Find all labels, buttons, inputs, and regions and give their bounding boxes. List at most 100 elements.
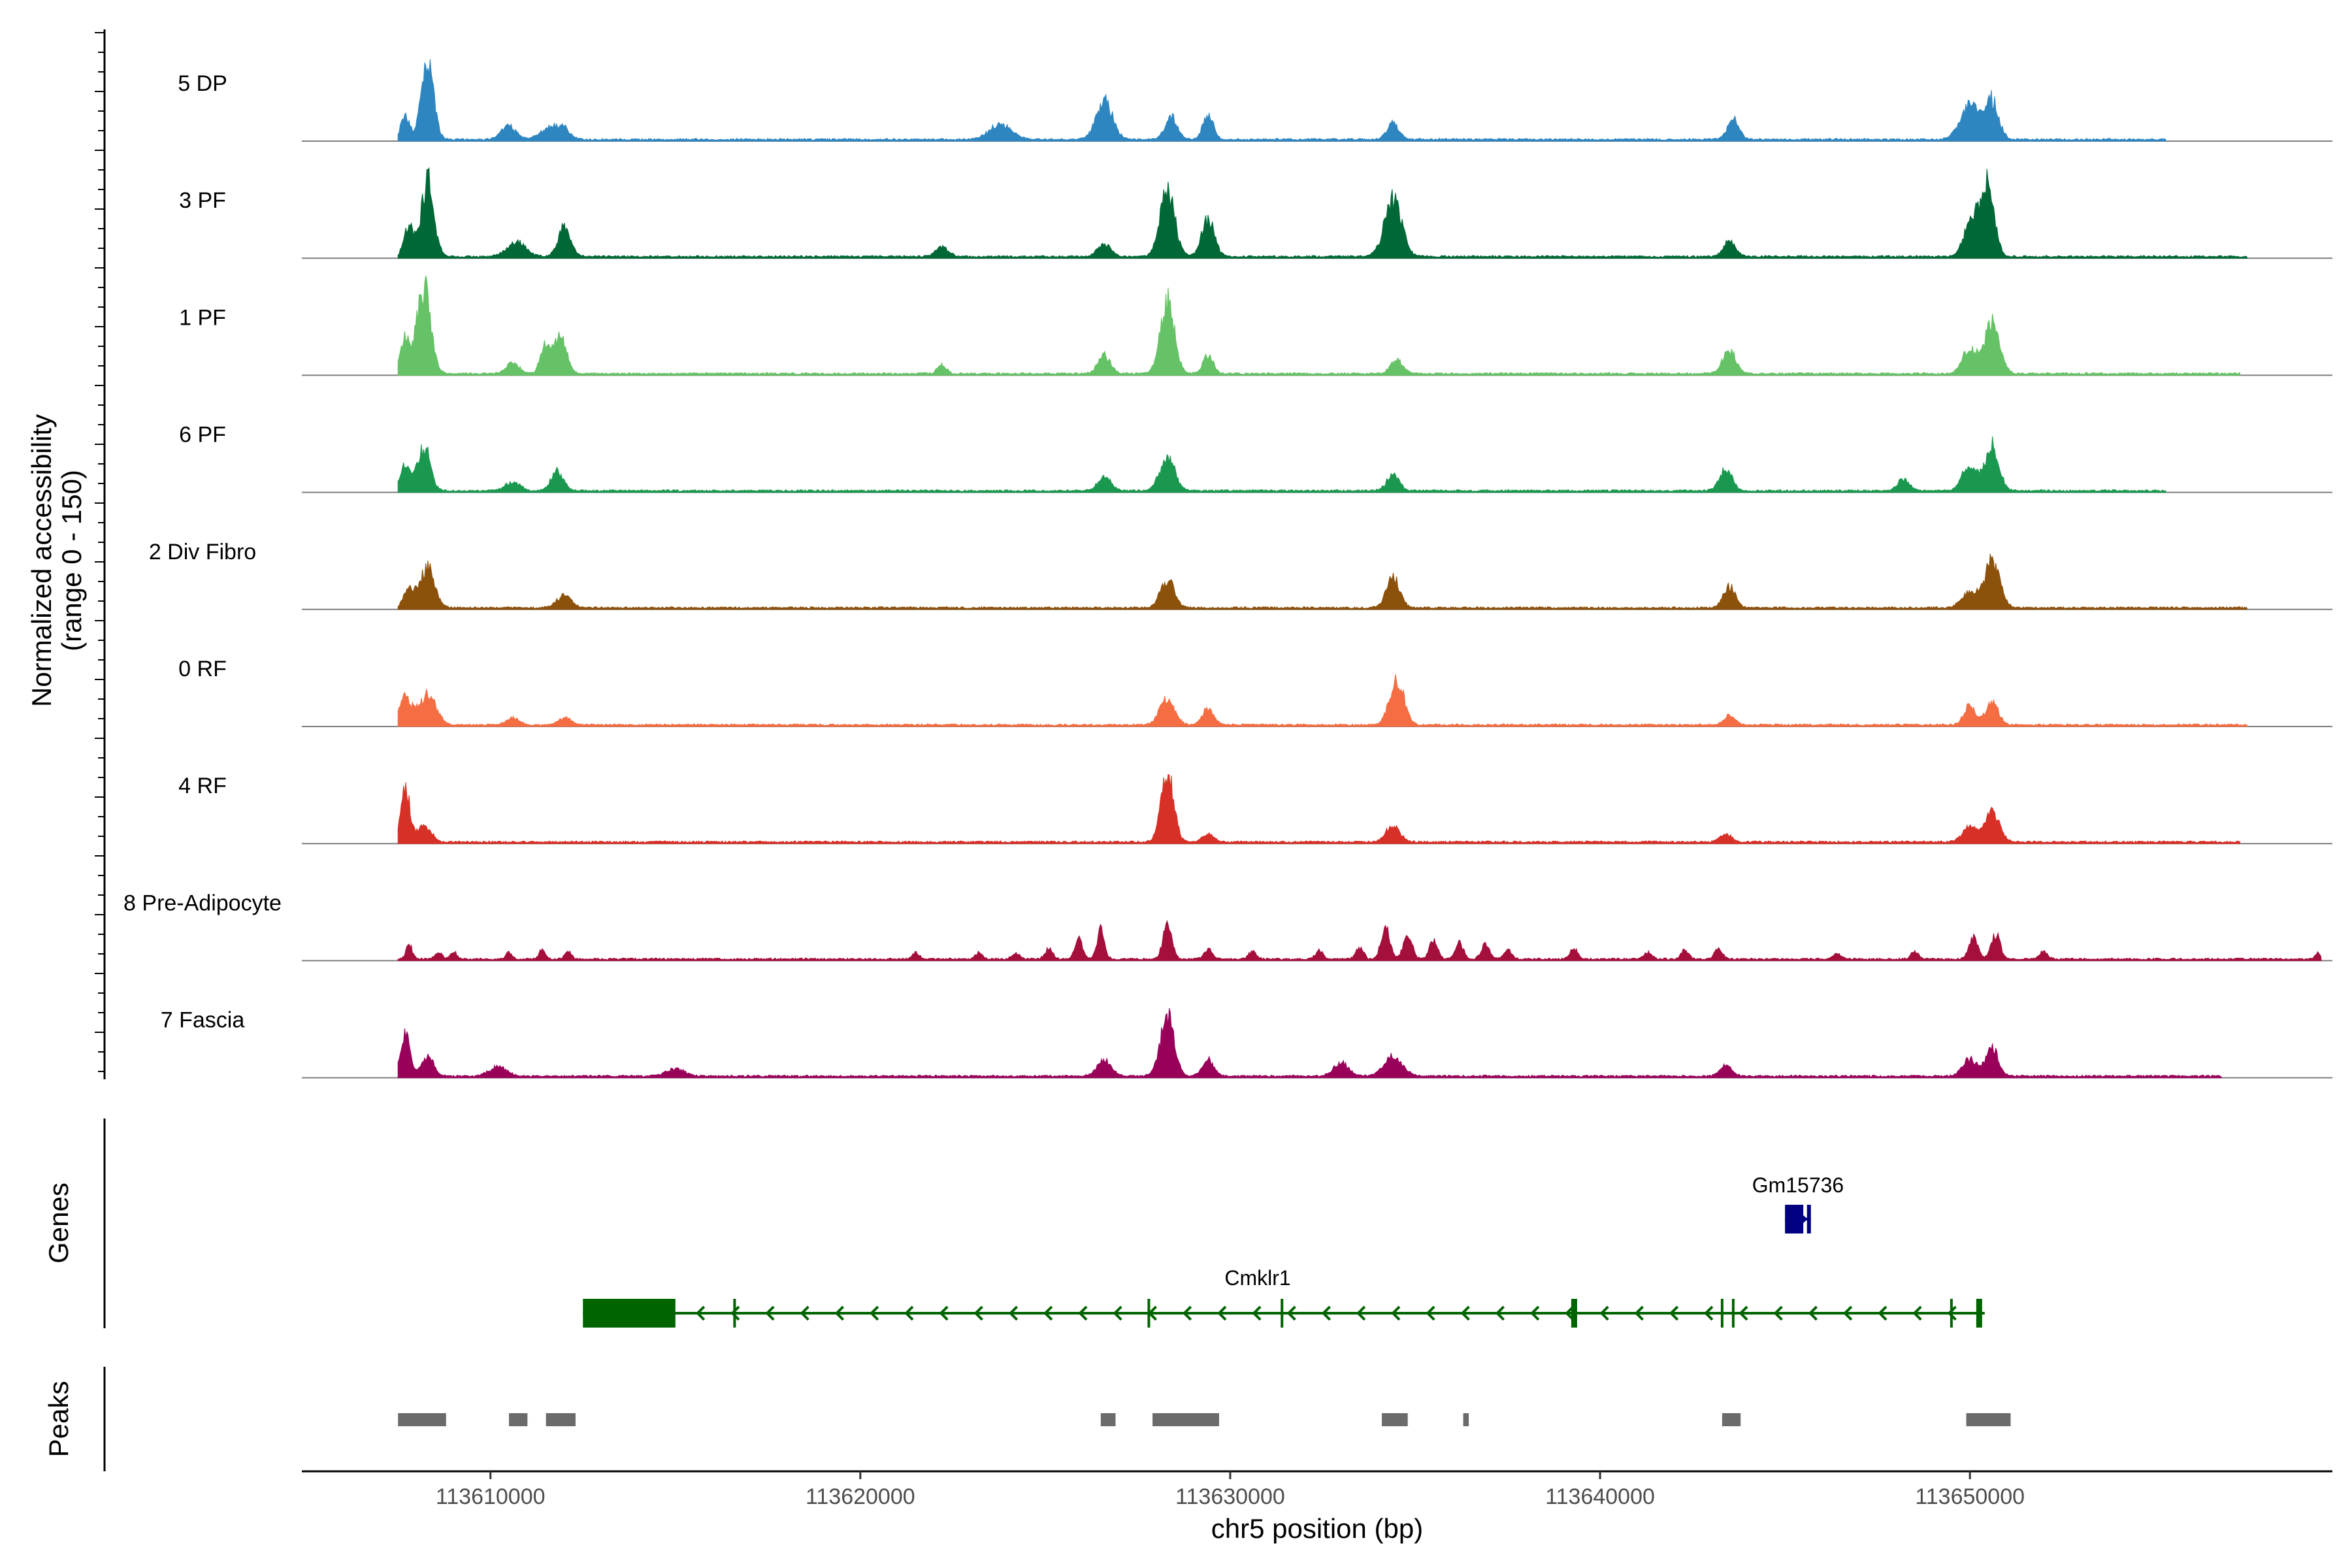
gene-strand-arrow bbox=[1008, 1305, 1019, 1321]
gene-strand-arrow bbox=[1808, 1305, 1818, 1321]
gene-exon-mark bbox=[733, 1299, 736, 1328]
gene-strand-arrow bbox=[1798, 1212, 1808, 1226]
x-axis-title: chr5 position (bp) bbox=[1211, 1513, 1424, 1544]
track-label: 8 Pre-Adipocyte bbox=[123, 890, 282, 915]
gene-strand-arrow bbox=[939, 1305, 949, 1321]
track-coverage-area bbox=[397, 674, 2248, 727]
gene-strand-arrow bbox=[1843, 1305, 1853, 1321]
x-tick-label: 113630000 bbox=[1175, 1484, 1285, 1509]
gene-exon-mark bbox=[1731, 1299, 1735, 1328]
gene-strand-arrow bbox=[1043, 1305, 1053, 1321]
gene-strand-arrow bbox=[1182, 1305, 1192, 1321]
gene-strand-arrow bbox=[1252, 1305, 1262, 1321]
x-tick-label: 113610000 bbox=[436, 1484, 546, 1509]
gene-strand-arrow bbox=[1947, 1305, 1957, 1321]
gene-exon-block bbox=[583, 1299, 676, 1328]
track-label: 6 PF bbox=[179, 423, 226, 448]
gene-strand-arrow bbox=[1669, 1305, 1679, 1321]
coverage-tracks: 5 DP 3 PF 1 PF 6 PF 2 Div Fibro 0 RF 4 RF 8 Pre… bbox=[123, 59, 2332, 1079]
gene-strand-arrow bbox=[1356, 1305, 1366, 1321]
gene-strand-arrow bbox=[1078, 1305, 1088, 1321]
track-label: 2 Div Fibro bbox=[149, 540, 256, 564]
track-label: 1 PF bbox=[179, 305, 226, 330]
peaks-panel-label: Peaks bbox=[43, 1381, 74, 1458]
gene-annotation-track: Cmklr1 Gm15736 bbox=[583, 1173, 1985, 1328]
track-8: 8 Pre-Adipocyte bbox=[123, 890, 2332, 962]
gene-label: Gm15736 bbox=[1752, 1173, 1844, 1197]
gene-strand-arrow bbox=[1565, 1305, 1575, 1321]
gene-exon-mark bbox=[1806, 1205, 1811, 1233]
gene-strand-arrow bbox=[1634, 1305, 1644, 1321]
track-coverage-area bbox=[397, 436, 2166, 493]
track-9: 7 Fascia bbox=[161, 1007, 2332, 1079]
track-6: 0 RF bbox=[178, 657, 2332, 727]
track-coverage-area bbox=[397, 553, 2248, 610]
track-label: 4 RF bbox=[178, 774, 227, 798]
peak-region bbox=[509, 1413, 528, 1426]
track-1: 5 DP bbox=[178, 59, 2332, 142]
gene-strand-arrow bbox=[973, 1305, 983, 1321]
gene-strand-arrow bbox=[1704, 1305, 1714, 1321]
peak-region bbox=[1152, 1413, 1219, 1426]
gene-strand-arrow bbox=[1599, 1305, 1609, 1321]
gene-strand-arrow bbox=[904, 1305, 914, 1321]
gene-strand-arrow bbox=[1878, 1305, 1887, 1321]
peak-region bbox=[546, 1413, 576, 1426]
track-y-ticks bbox=[95, 32, 105, 1072]
peak-region bbox=[1463, 1413, 1469, 1426]
gene-strand-arrow bbox=[1426, 1305, 1435, 1321]
track-label: 0 RF bbox=[178, 657, 227, 681]
gene-exon-mark bbox=[1950, 1299, 1953, 1328]
track-2: 3 PF bbox=[179, 167, 2332, 259]
x-tick-label: 113620000 bbox=[806, 1484, 915, 1509]
track-4: 6 PF bbox=[179, 423, 2332, 493]
gene-exon-mark bbox=[1976, 1299, 1982, 1328]
gene-strand-arrow bbox=[870, 1305, 879, 1321]
gene-strand-arrow bbox=[695, 1305, 706, 1321]
peak-region bbox=[1722, 1413, 1741, 1426]
y-axis-title: Normalized accessibility bbox=[26, 414, 57, 707]
gene-strand-arrow bbox=[1773, 1305, 1783, 1321]
gene-exon-mark bbox=[1571, 1299, 1577, 1328]
peaks-track bbox=[398, 1413, 2011, 1426]
gene-strand-arrow bbox=[1912, 1305, 1922, 1321]
track-coverage-area bbox=[397, 774, 2240, 844]
track-label: 3 PF bbox=[179, 188, 226, 213]
gene-strand-arrow bbox=[1460, 1305, 1470, 1321]
gene-strand-arrow bbox=[1495, 1305, 1505, 1321]
track-coverage-area bbox=[397, 275, 2240, 376]
gene-strand-arrow bbox=[1217, 1305, 1227, 1321]
x-axis-ticks: 113610000 113620000 113630000 113640000 1136… bbox=[436, 1471, 2025, 1509]
gene-strand-arrow bbox=[1391, 1305, 1401, 1321]
gene-cmklr1: Cmklr1 bbox=[583, 1266, 1985, 1328]
track-coverage-area bbox=[397, 59, 2166, 142]
track-coverage-area bbox=[397, 1007, 2222, 1079]
x-tick-label: 113640000 bbox=[1545, 1484, 1655, 1509]
track-7: 4 RF bbox=[178, 774, 2332, 845]
peak-region bbox=[398, 1413, 446, 1426]
gene-strand-arrow bbox=[1530, 1305, 1540, 1321]
x-tick-label: 113650000 bbox=[1915, 1484, 2025, 1509]
gene-exon-mark bbox=[1281, 1299, 1284, 1328]
gene-strand-arrow bbox=[1286, 1305, 1296, 1321]
track-label: 5 DP bbox=[178, 71, 227, 96]
gene-gm15736: Gm15736 bbox=[1752, 1173, 1844, 1233]
gene-exon-mark bbox=[1720, 1299, 1723, 1328]
peak-region bbox=[1382, 1413, 1408, 1426]
gene-strand-arrow bbox=[765, 1305, 775, 1321]
gene-strand-arrow bbox=[834, 1305, 845, 1321]
gene-strand-arrow bbox=[1739, 1305, 1748, 1321]
y-axis-subtitle: (range 0 - 150) bbox=[56, 470, 87, 651]
genes-panel-label: Genes bbox=[43, 1183, 74, 1264]
gene-strand-arrow bbox=[1321, 1305, 1331, 1321]
gene-strand-arrow bbox=[800, 1305, 809, 1321]
track-coverage-area bbox=[397, 167, 2248, 259]
peak-region bbox=[1100, 1413, 1116, 1426]
track-3: 1 PF bbox=[179, 275, 2332, 376]
gene-strand-arrow bbox=[1113, 1305, 1122, 1321]
track-label: 7 Fascia bbox=[161, 1008, 245, 1033]
gene-strand-arrow bbox=[730, 1305, 740, 1321]
gene-label: Cmklr1 bbox=[1224, 1266, 1290, 1290]
track-coverage-area bbox=[397, 919, 2322, 961]
